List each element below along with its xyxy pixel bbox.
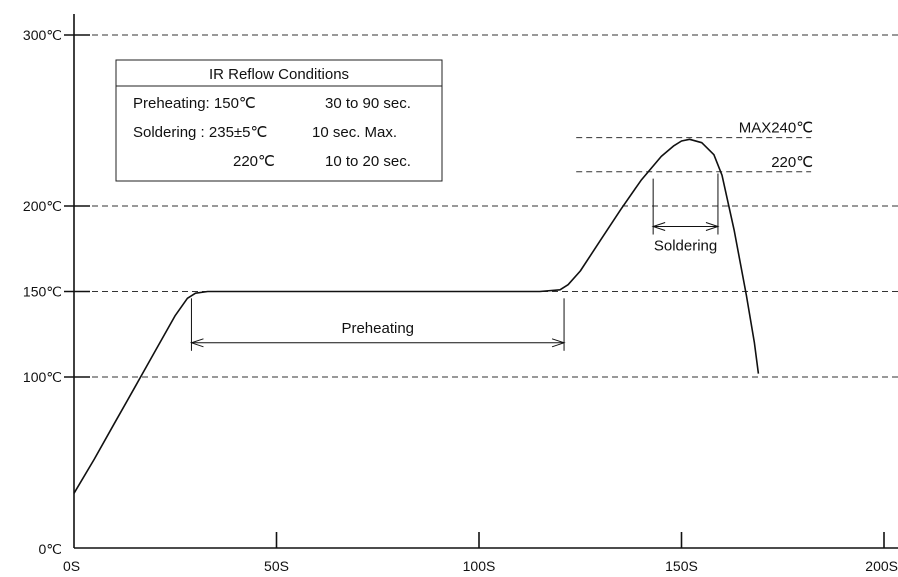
conditions-table-title: IR Reflow Conditions — [209, 66, 349, 83]
conditions-row-3-col1: 220℃ — [233, 153, 275, 170]
conditions-row-2-col1: Soldering : 235±5℃ — [133, 124, 267, 141]
series — [73, 138, 760, 494]
x-tick-label-0: 0S — [63, 558, 80, 574]
y-tick-label-150: 150℃ — [23, 284, 62, 300]
reflow-profile-line — [73, 138, 760, 494]
annotations: Preheating Soldering — [189, 173, 720, 351]
soldering-arrow-right — [705, 222, 720, 231]
preheating-arrow-left — [189, 338, 204, 348]
ref-label-220: 220℃ — [771, 154, 813, 171]
ref-label-240: MAX240℃ — [739, 120, 813, 137]
reference-lines: MAX240℃ 220℃ — [576, 120, 813, 173]
y-tick-label-300: 300℃ — [23, 27, 62, 43]
x-tick-label-200: 200S — [865, 558, 898, 574]
preheating-label: Preheating — [341, 320, 414, 337]
y-tick-label-200: 200℃ — [23, 198, 62, 214]
soldering-arrow-left — [651, 222, 666, 231]
conditions-table: IR Reflow Conditions Preheating: 150℃ 30… — [115, 59, 443, 182]
axes — [64, 14, 898, 549]
tick-labels: 0℃ 100℃ 150℃ 200℃ 300℃ 0S 50S 100S 150S 200S — [23, 27, 898, 574]
x-tick-label-150: 150S — [665, 558, 698, 574]
soldering-label: Soldering — [654, 238, 717, 255]
conditions-table-frame — [115, 59, 443, 182]
preheating-arrow-right — [551, 338, 566, 348]
x-tick-label-100: 100S — [463, 558, 496, 574]
conditions-row-3-col2: 10 to 20 sec. — [325, 153, 411, 170]
conditions-row-2-col2: 10 sec. Max. — [312, 124, 397, 141]
x-tick-label-50: 50S — [264, 558, 289, 574]
conditions-row-1-col1: Preheating: 150℃ — [133, 95, 256, 112]
y-tick-label-100: 100℃ — [23, 369, 62, 385]
conditions-row-1-col2: 30 to 90 sec. — [325, 95, 411, 112]
y-tick-label-0: 0℃ — [38, 541, 62, 557]
